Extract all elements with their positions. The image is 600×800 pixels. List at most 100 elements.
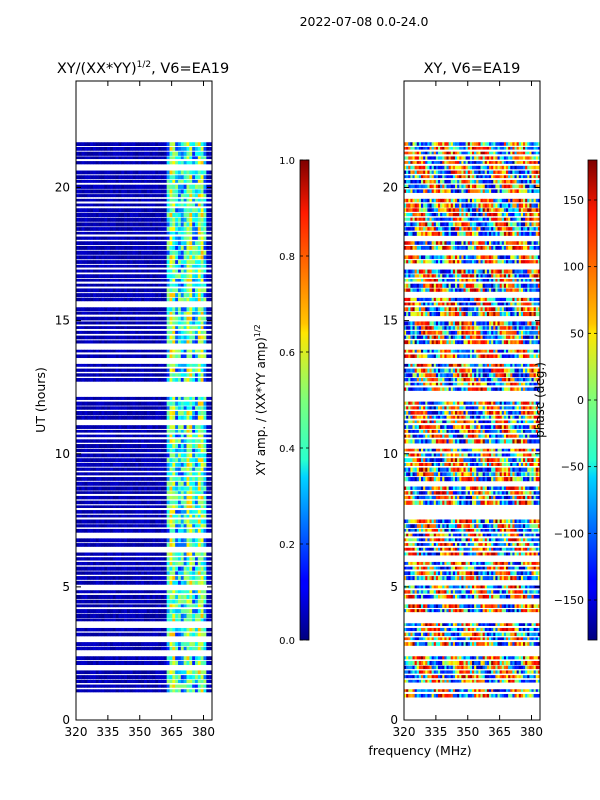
heatmap-cell [209, 571, 212, 575]
heatmap-cell [186, 401, 190, 406]
heatmap-cell [141, 590, 145, 594]
heatmap-cell [127, 510, 131, 514]
heatmap-cell [121, 236, 125, 240]
heatmap-cell [95, 444, 99, 449]
heatmap-cell [166, 222, 170, 227]
heatmap-cell [209, 439, 212, 443]
heatmap-cell [132, 642, 136, 647]
heatmap-cell [138, 684, 142, 688]
heatmap-cell [152, 439, 156, 443]
heatmap-cell [115, 241, 119, 246]
heatmap-cell [197, 406, 201, 410]
heatmap-cell [144, 514, 148, 518]
heatmap-cell [112, 373, 116, 377]
heatmap-cell [135, 411, 139, 416]
heatmap-cell [163, 264, 167, 268]
heatmap-cell [186, 552, 190, 556]
heatmap-cell [206, 156, 210, 160]
heatmap-cell [172, 684, 176, 688]
heatmap-cell [183, 198, 187, 202]
heatmap-cell [90, 227, 94, 231]
heatmap-cell [175, 293, 179, 298]
heatmap-cell [144, 486, 148, 491]
heatmap-cell [101, 175, 105, 180]
heatmap-cell [200, 462, 204, 467]
heatmap-cell [197, 472, 201, 476]
heatmap-cell [155, 613, 159, 619]
heatmap-cell [127, 467, 131, 471]
heatmap-cell [115, 580, 119, 585]
heatmap-cell [78, 288, 82, 293]
heatmap-cell [501, 693, 505, 698]
heatmap-cell [78, 444, 82, 449]
heatmap-cell [166, 184, 170, 189]
heatmap-cell [183, 354, 187, 359]
heatmap-cell [186, 227, 190, 231]
heatmap-cell [175, 679, 179, 684]
heatmap-cell [84, 288, 88, 293]
heatmap-cell [132, 566, 136, 571]
heatmap-cell [112, 566, 116, 571]
heatmap-cell [101, 618, 105, 622]
heatmap-cell [90, 486, 94, 491]
heatmap-cell [129, 222, 133, 227]
heatmap-cell [84, 429, 88, 433]
heatmap-cell [189, 349, 193, 353]
heatmap-cell [78, 203, 82, 207]
heatmap-cell [149, 684, 153, 688]
heatmap-cell [186, 458, 190, 463]
heatmap-cell [144, 194, 148, 198]
heatmap-cell [127, 434, 131, 438]
heatmap-cell [200, 477, 204, 481]
heatmap-cell [166, 576, 170, 580]
heatmap-cell [84, 552, 88, 556]
heatmap-cell [152, 472, 156, 476]
heatmap-cell [172, 146, 176, 151]
heatmap-cell [200, 269, 204, 273]
heatmap-cell [110, 198, 114, 202]
heatmap-cell [158, 217, 162, 222]
heatmap-cell [84, 179, 88, 183]
heatmap-cell [209, 142, 212, 147]
heatmap-cell [76, 557, 80, 561]
heatmap-cell [118, 175, 122, 180]
heatmap-cell [98, 194, 102, 198]
heatmap-cell [197, 293, 201, 298]
heatmap-cell [152, 396, 156, 400]
heatmap-cell [144, 448, 148, 453]
heatmap-cell [169, 675, 173, 680]
heatmap-cell [84, 444, 88, 449]
heatmap-cell [95, 368, 99, 372]
heatmap-cell [200, 590, 204, 594]
heatmap-cell [87, 618, 91, 622]
heatmap-cell [200, 632, 204, 637]
heatmap-cell [112, 453, 116, 458]
heatmap-cell [124, 175, 128, 180]
heatmap-cell [87, 293, 91, 298]
heatmap-cell [141, 571, 145, 575]
heatmap-cell [172, 580, 176, 585]
heatmap-cell [104, 528, 108, 533]
heatmap-cell [172, 566, 176, 571]
heatmap-cell [192, 363, 196, 367]
heatmap-cell [110, 363, 114, 367]
heatmap-cell [192, 590, 196, 594]
heatmap-cell [90, 510, 94, 514]
heatmap-cell [95, 250, 99, 255]
heatmap-cell [197, 599, 201, 604]
heatmap-cell [146, 401, 150, 406]
heatmap-cell [93, 373, 97, 377]
heatmap-cell [115, 212, 119, 218]
heatmap-cell [138, 689, 142, 693]
heatmap-cell [152, 679, 156, 684]
heatmap-cell [78, 472, 82, 476]
heatmap-cell [118, 321, 122, 325]
heatmap-cell [121, 458, 125, 463]
heatmap-cell [146, 316, 150, 321]
heatmap-cell [95, 279, 99, 282]
heatmap-cell [175, 335, 179, 340]
heatmap-cell [135, 613, 139, 619]
heatmap-cell [209, 599, 212, 604]
heatmap-cell [186, 604, 190, 608]
heatmap-cell [163, 321, 167, 325]
